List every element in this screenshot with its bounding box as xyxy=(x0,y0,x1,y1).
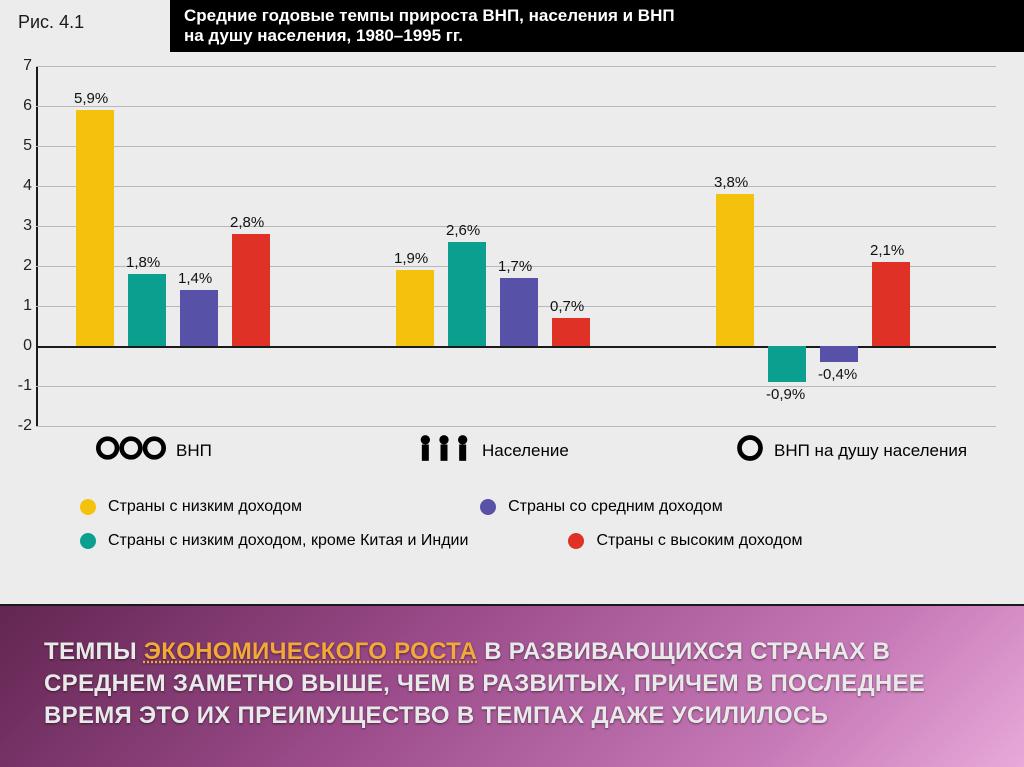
y-tick-label: 3 xyxy=(23,217,32,235)
bar xyxy=(716,194,754,346)
legend-label: Страны с высоким доходом xyxy=(596,532,802,550)
bar-group-population: 1,9% 2,6% 1,7% 0,7% xyxy=(396,66,636,426)
legend-item-high-income: Страны с высоким доходом xyxy=(568,532,802,550)
caption: ТЕМПЫ ЭКОНОМИЧЕСКОГО РОСТА В РАЗВИВАЮЩИХ… xyxy=(0,606,1024,752)
bar-group-gnp_per_capita: 3,8% -0,9% -0,4% 2,1% xyxy=(716,66,956,426)
y-tick-label: -2 xyxy=(18,417,32,435)
bar-value-label: -0,4% xyxy=(818,366,857,383)
legend-label: Страны с низким доходом, кроме Китая и И… xyxy=(108,532,468,550)
caption-highlight: ЭКОНОМИЧЕСКОГО РОСТА xyxy=(144,638,477,665)
bar xyxy=(768,346,806,382)
x-group-population: Население xyxy=(416,434,569,467)
y-tick-label: -1 xyxy=(18,377,32,395)
x-group-gnp: ВНП xyxy=(96,434,212,467)
header-row: Рис. 4.1 Средние годовые темпы прироста … xyxy=(0,0,1024,52)
legend: Страны с низким доходом Страны со средни… xyxy=(80,498,994,550)
bar xyxy=(500,278,538,346)
plot-area: -2-101234567 5,9%1,8%1,4%2,8%1,9%2,6%1,7… xyxy=(36,66,996,426)
bar xyxy=(872,262,910,346)
bar xyxy=(76,110,114,346)
bar xyxy=(128,274,166,346)
swatch-icon xyxy=(80,499,96,515)
y-axis-line xyxy=(36,66,38,426)
bar-value-label: 2,8% xyxy=(230,214,264,231)
legend-item-low-income: Страны с низким доходом xyxy=(80,498,302,516)
title-line-1: Средние годовые темпы прироста ВНП, насе… xyxy=(184,6,1010,26)
y-tick-label: 1 xyxy=(23,297,32,315)
bar xyxy=(820,346,858,362)
people-icon xyxy=(416,434,472,467)
legend-item-mid-income: Страны со средним доходом xyxy=(480,498,723,516)
y-tick-label: 7 xyxy=(23,57,32,75)
figure-label: Рис. 4.1 xyxy=(0,0,170,52)
x-group-gnp_per_capita: ВНП на душу населения xyxy=(736,434,967,467)
legend-row-2: Страны с низким доходом, кроме Китая и И… xyxy=(80,532,994,550)
links-icon xyxy=(96,434,166,467)
bar xyxy=(448,242,486,346)
legend-label: Страны с низким доходом xyxy=(108,498,302,516)
legend-item-low-ex-china-india: Страны с низким доходом, кроме Китая и И… xyxy=(80,532,468,550)
bar-value-label: -0,9% xyxy=(766,386,805,403)
swatch-icon xyxy=(480,499,496,515)
title-line-2: на душу населения, 1980–1995 гг. xyxy=(184,26,1010,46)
bar-value-label: 3,8% xyxy=(714,174,748,191)
x-axis: ВНП Население ВНП на душу населения xyxy=(36,426,996,486)
ring-icon xyxy=(736,434,764,467)
swatch-icon xyxy=(568,533,584,549)
caption-prefix: ТЕМПЫ xyxy=(44,638,144,665)
bar-value-label: 5,9% xyxy=(74,90,108,107)
bar xyxy=(552,318,590,346)
x-axis-label: ВНП на душу населения xyxy=(774,441,967,461)
y-tick-label: 6 xyxy=(23,97,32,115)
bar-value-label: 1,4% xyxy=(178,270,212,287)
chart-panel: -2 -1 0 1 2 3 4 5 6 7 5,9% 1,8% 1,4% 2,8% 1,9% 2,6% 1,7… xyxy=(0,52,1024,606)
y-tick-label: 5 xyxy=(23,137,32,155)
bar xyxy=(232,234,270,346)
swatch-icon xyxy=(80,533,96,549)
bar xyxy=(180,290,218,346)
y-tick-label: 2 xyxy=(23,257,32,275)
bar-value-label: 2,6% xyxy=(446,222,480,239)
y-tick-label: 0 xyxy=(23,337,32,355)
chart-title: Средние годовые темпы прироста ВНП, насе… xyxy=(170,0,1024,52)
legend-row-1: Страны с низким доходом Страны со средни… xyxy=(80,498,994,516)
bar-value-label: 1,9% xyxy=(394,250,428,267)
bar-value-label: 2,1% xyxy=(870,242,904,259)
bar-value-label: 1,7% xyxy=(498,258,532,275)
y-tick-label: 4 xyxy=(23,177,32,195)
y-axis: -2-101234567 xyxy=(10,66,34,426)
bar-value-label: 0,7% xyxy=(550,298,584,315)
bar-value-label: 1,8% xyxy=(126,254,160,271)
bar xyxy=(396,270,434,346)
bar-group-gnp: 5,9% 1,8% 1,4% 2,8% xyxy=(76,66,316,426)
x-axis-label: ВНП xyxy=(176,441,212,461)
legend-label: Страны со средним доходом xyxy=(508,498,723,516)
x-axis-label: Население xyxy=(482,441,569,461)
